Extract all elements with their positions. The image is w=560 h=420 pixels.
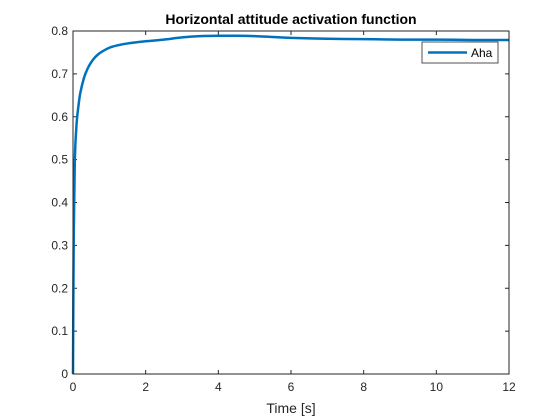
x-tick-label: 12 — [502, 380, 516, 394]
y-tick-label: 0.7 — [51, 67, 68, 81]
legend-label-aha: Aha — [471, 46, 493, 60]
x-tick-label: 0 — [70, 380, 77, 394]
x-tick-label: 8 — [360, 380, 367, 394]
x-tick-label: 6 — [288, 380, 295, 394]
y-tick-label: 0.2 — [51, 281, 68, 295]
legend: Aha — [421, 41, 499, 64]
x-tick-label: 10 — [430, 380, 444, 394]
y-tick-label: 0.1 — [51, 324, 68, 338]
y-tick-label: 0.3 — [51, 238, 68, 252]
y-tick-label: 0.4 — [51, 196, 68, 210]
y-tick-label: 0.8 — [51, 24, 68, 38]
series-layer — [71, 34, 509, 375]
plot-area — [73, 31, 509, 374]
y-tick-label: 0.5 — [51, 153, 68, 167]
y-axis: 0 0.1 0.2 0.3 0.4 0.5 0.6 0.7 0.8 — [51, 24, 509, 381]
y-tick-label: 0.6 — [51, 110, 68, 124]
y-tick-label: 0 — [61, 367, 68, 381]
x-tick-label: 2 — [142, 380, 149, 394]
x-axis: 0 2 4 6 8 10 12 — [70, 31, 516, 394]
series-line-aha — [71, 34, 509, 375]
x-tick-label: 4 — [215, 380, 222, 394]
x-axis-label: Time [s] — [266, 400, 315, 416]
plot-frame — [72, 30, 510, 375]
chart-title: Horizontal attitude activation function — [165, 11, 416, 27]
